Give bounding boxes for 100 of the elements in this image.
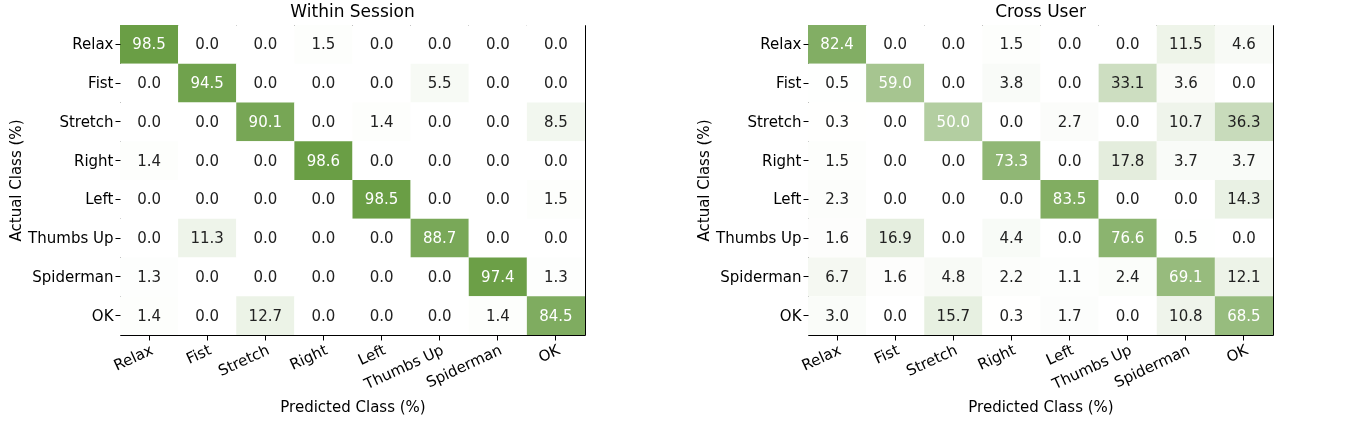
data-label: 0.0 [941, 151, 966, 170]
data-label: 0.0 [253, 35, 278, 54]
data-label: 98.5 [132, 35, 166, 54]
data-label: 33.1 [1110, 74, 1145, 93]
y-tick-label: Fist [88, 74, 114, 93]
data-label: 11.5 [1169, 35, 1203, 54]
data-label: 15.7 [936, 306, 971, 325]
data-label: 1.4 [485, 306, 510, 325]
data-label: 0.0 [1057, 229, 1082, 248]
data-label: 0.5 [825, 74, 849, 93]
data-label: 73.3 [994, 151, 1029, 170]
data-label: 12.1 [1227, 267, 1261, 286]
data-label: 76.6 [1110, 229, 1145, 248]
data-label: 11.3 [190, 229, 224, 248]
data-label: 0.0 [941, 35, 966, 54]
x-tick-label: Relax [798, 340, 844, 375]
data-label: 3.6 [1173, 74, 1198, 93]
data-label: 97.4 [481, 267, 515, 286]
data-label: 0.0 [883, 306, 908, 325]
data-label: 0.0 [253, 267, 278, 286]
data-label: 0.0 [195, 190, 220, 209]
x-tick-label: Right [286, 340, 331, 374]
data-label: 12.7 [248, 306, 283, 325]
data-label: 6.7 [825, 267, 849, 286]
x-tick-label: Fist [871, 340, 903, 368]
data-label: 1.5 [999, 35, 1024, 54]
data-label: 82.4 [820, 35, 854, 54]
data-label: 0.0 [311, 74, 336, 93]
data-label: 0.0 [1115, 306, 1140, 325]
y-tick-label: OK [91, 306, 115, 325]
y-axis-title: Actual Class (%) [7, 119, 26, 242]
y-tick-label: Spiderman [720, 267, 802, 286]
data-label: 5.5 [427, 74, 452, 93]
data-label: 1.4 [369, 112, 394, 131]
x-axis-title: Predicted Class (%) [968, 398, 1114, 417]
y-tick-label: Left [773, 190, 802, 209]
data-label: 0.3 [999, 306, 1024, 325]
data-label: 0.0 [1232, 229, 1256, 248]
data-label: 10.8 [1169, 306, 1203, 325]
y-tick-label: Stretch [59, 112, 114, 131]
data-label: 0.0 [253, 151, 278, 170]
data-label: 0.0 [137, 229, 161, 248]
y-tick-label: Thumbs Up [27, 229, 114, 248]
x-axis-title: Predicted Class (%) [280, 398, 426, 417]
data-label: 0.0 [1173, 190, 1198, 209]
data-label: 0.0 [369, 35, 394, 54]
data-label: 0.0 [427, 306, 452, 325]
data-label: 0.0 [544, 74, 568, 93]
data-label: 84.5 [539, 306, 573, 325]
data-label: 83.5 [1052, 190, 1087, 209]
y-tick-label: Left [85, 190, 114, 209]
data-label: 1.7 [1057, 306, 1082, 325]
y-tick-label: Right [74, 151, 114, 170]
data-label: 0.0 [195, 267, 220, 286]
data-label: 0.0 [253, 190, 278, 209]
y-tick-label: Right [762, 151, 802, 170]
data-label: 0.0 [544, 151, 568, 170]
data-label: 0.0 [427, 151, 452, 170]
data-label: 1.6 [825, 229, 849, 248]
data-label: 1.5 [311, 35, 336, 54]
data-label: 0.0 [137, 74, 161, 93]
chart-title: Cross User [995, 1, 1086, 21]
x-tick-label: Relax [110, 340, 156, 375]
data-label: 2.2 [999, 267, 1024, 286]
data-label: 0.0 [999, 112, 1024, 131]
data-label: 94.5 [190, 74, 224, 93]
data-label: 2.4 [1115, 267, 1140, 286]
data-label: 0.0 [195, 306, 220, 325]
data-label: 68.5 [1227, 306, 1261, 325]
data-label: 0.0 [485, 190, 510, 209]
data-label: 69.1 [1169, 267, 1203, 286]
data-label: 0.0 [311, 306, 336, 325]
data-label: 0.3 [825, 112, 849, 131]
data-label: 0.0 [1115, 35, 1140, 54]
x-tick-label: OK [1223, 340, 1252, 367]
data-label: 0.0 [941, 190, 966, 209]
data-label: 3.0 [825, 306, 849, 325]
data-label: 0.0 [195, 151, 220, 170]
data-label: 3.7 [1232, 151, 1256, 170]
y-tick-label: Thumbs Up [715, 229, 802, 248]
data-label: 0.0 [1115, 190, 1140, 209]
data-label: 0.0 [999, 190, 1024, 209]
data-label: 1.6 [883, 267, 908, 286]
data-label: 0.0 [544, 229, 568, 248]
data-label: 4.4 [999, 229, 1024, 248]
data-label: 36.3 [1227, 112, 1261, 131]
data-label: 1.3 [137, 267, 161, 286]
data-label: 0.0 [544, 35, 568, 54]
data-label: 0.0 [137, 190, 161, 209]
data-label: 0.0 [1057, 74, 1082, 93]
data-label: 0.0 [253, 74, 278, 93]
data-label: 0.0 [253, 229, 278, 248]
data-label: 0.0 [427, 35, 452, 54]
chart-title: Within Session [290, 1, 415, 21]
data-label: 90.1 [248, 112, 283, 131]
x-tick-label: Right [974, 340, 1019, 374]
y-axis-title: Actual Class (%) [695, 119, 714, 242]
data-label: 1.4 [137, 306, 161, 325]
x-tick-label: Fist [183, 340, 215, 368]
data-label: 0.0 [1115, 112, 1140, 131]
